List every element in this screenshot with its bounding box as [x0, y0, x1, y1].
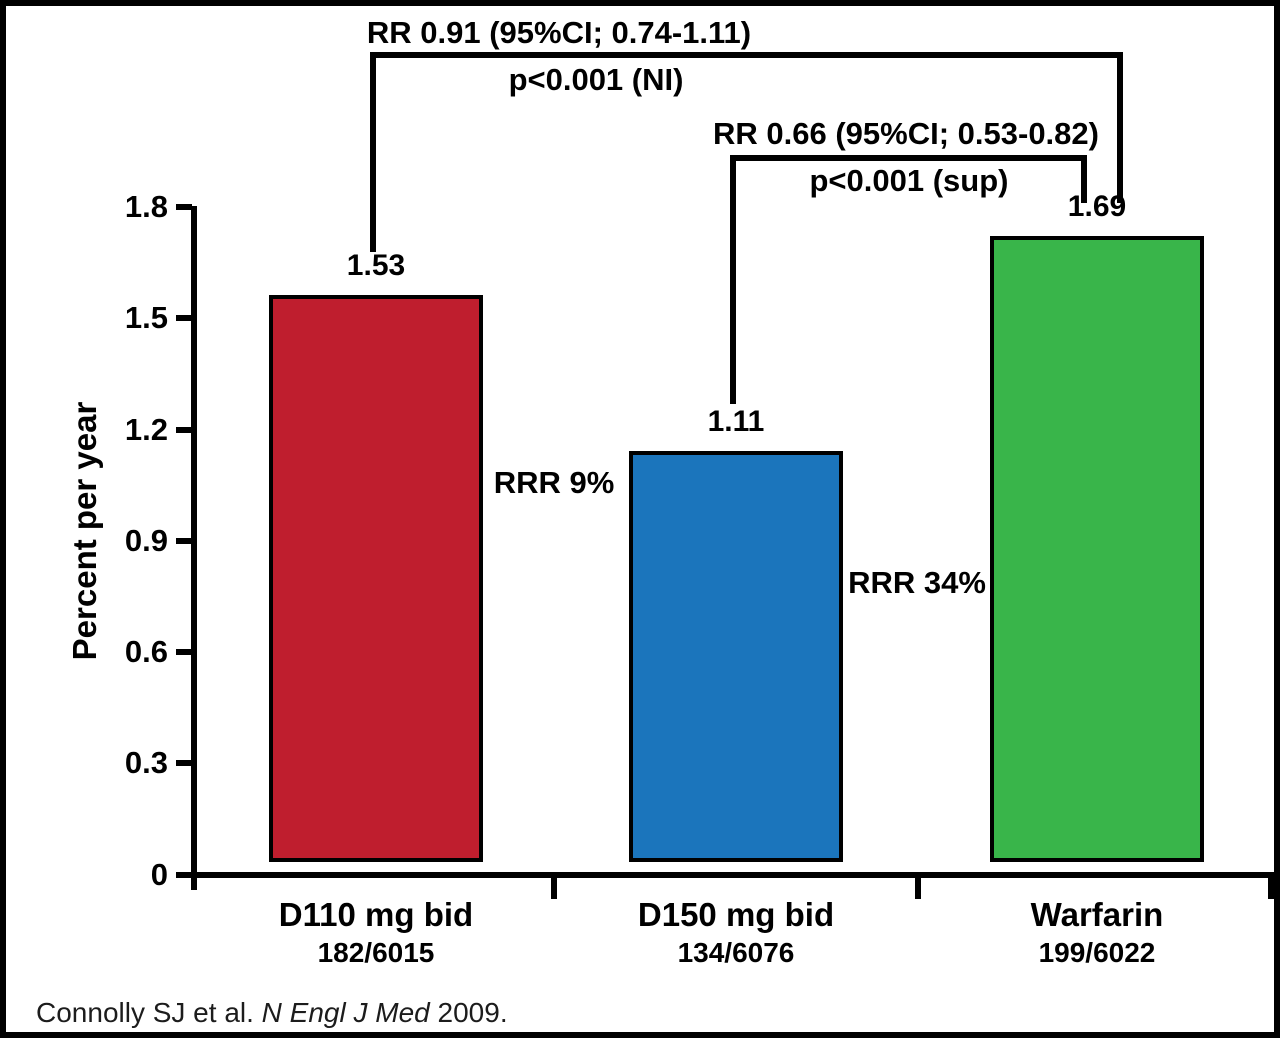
y-axis-line: [191, 206, 197, 890]
y-tick-1-2: [176, 427, 192, 433]
bar-column-d150: 1.11: [629, 405, 843, 862]
bar-value-d150: 1.11: [707, 405, 765, 438]
citation-year: 2009.: [429, 997, 508, 1028]
bar-value-warfarin: 1.69: [1067, 190, 1127, 223]
category-count-warfarin: 199/6022: [1038, 937, 1156, 968]
citation-journal: N Engl J Med: [261, 997, 430, 1028]
category-name-d150: D150 mg bid: [637, 896, 835, 933]
bar-d110: [269, 295, 483, 862]
bracket2-left-tick: [730, 155, 736, 404]
y-tick-1-5: [176, 315, 192, 321]
y-tick-1-8: [176, 204, 192, 210]
y-tick-0-9: [176, 538, 192, 544]
bar-warfarin: [990, 236, 1204, 862]
category-name-d110: D110 mg bid: [278, 896, 474, 933]
bar-column-d110: 1.53: [269, 249, 483, 862]
bar-d150: [629, 451, 843, 862]
rrr-d110-label: RRR 9%: [493, 465, 615, 500]
bracket2-right-tick: [1081, 155, 1087, 203]
category-label-warfarin: Warfarin 199/6022: [937, 894, 1257, 970]
y-tick-0-3: [176, 760, 192, 766]
citation: Connolly SJ et al. N Engl J Med 2009.: [36, 997, 508, 1029]
y-tick-label-0: 0: [150, 857, 168, 892]
bracket1-horizontal-line: [370, 52, 1123, 58]
rrr-d150-label: RRR 34%: [848, 565, 986, 600]
category-count-d110: 182/6015: [317, 937, 435, 968]
category-count-d150: 134/6076: [677, 937, 795, 968]
x-tick-axis-end: [1268, 872, 1274, 899]
y-tick-label-1-2: 1.2: [124, 412, 168, 447]
bar-value-d110: 1.53: [346, 249, 406, 282]
bracket1-right-tick: [1117, 52, 1123, 203]
y-tick-label-0-9: 0.9: [124, 523, 168, 558]
y-tick-0-6: [176, 649, 192, 655]
bracket2-rr-label: RR 0.66 (95%CI; 0.53-0.82): [713, 116, 1099, 151]
bracket2-horizontal-line: [730, 155, 1087, 161]
x-tick-separator-1: [551, 872, 557, 899]
citation-authors: Connolly SJ et al.: [36, 997, 262, 1028]
category-name-warfarin: Warfarin: [1030, 896, 1164, 933]
category-label-d110: D110 mg bid 182/6015: [216, 894, 536, 970]
x-tick-separator-2: [915, 872, 921, 899]
bracket1-left-tick: [370, 52, 376, 252]
y-tick-label-1-5: 1.5: [124, 300, 168, 335]
y-tick-label-1-8: 1.8: [124, 189, 168, 224]
y-tick-label-0-3: 0.3: [124, 745, 168, 780]
bar-column-warfarin: 1.69: [990, 190, 1204, 862]
y-tick-0: [176, 872, 192, 878]
bracket1-rr-label: RR 0.91 (95%CI; 0.74-1.11): [366, 15, 752, 50]
y-tick-label-0-6: 0.6: [124, 634, 168, 669]
bracket2-p-value-label: p<0.001 (sup): [809, 163, 1009, 198]
x-axis-line: [191, 872, 1274, 878]
bracket1-p-value-label: p<0.001 (NI): [508, 62, 684, 97]
category-label-d150: D150 mg bid 134/6076: [576, 894, 896, 970]
